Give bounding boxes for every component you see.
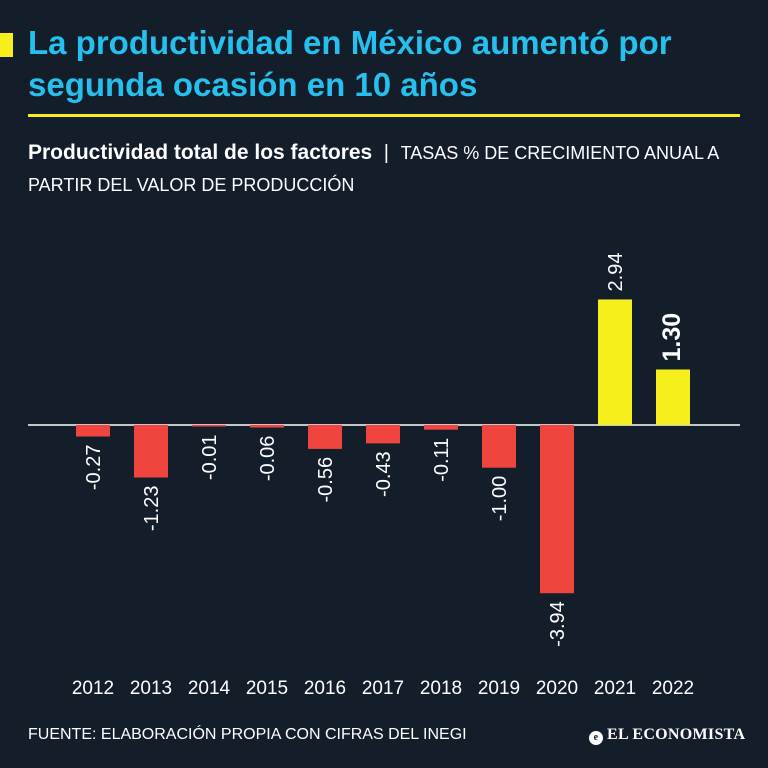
headline-title: La productividad en México aumentó por s… <box>28 24 672 103</box>
logo-text: EL ECONOMISTA <box>607 726 746 743</box>
x-tick-2017: 2017 <box>362 678 404 699</box>
value-label-2016: -0.56 <box>315 457 337 503</box>
value-label-2022: 1.30 <box>658 313 686 362</box>
x-tick-2016: 2016 <box>304 678 346 699</box>
headline-divider <box>28 114 740 117</box>
bar-2020 <box>540 425 574 594</box>
bar-2018 <box>424 425 458 430</box>
bar-2014 <box>192 425 226 427</box>
x-tick-2014: 2014 <box>188 678 231 699</box>
x-tick-2015: 2015 <box>246 678 288 699</box>
subtitle-separator: | <box>383 142 389 164</box>
bar-2021 <box>598 299 632 425</box>
bar-2012 <box>76 425 110 437</box>
chart-subtitle: Productividad total de los factores | TA… <box>28 137 748 201</box>
value-label-2018: -0.11 <box>431 438 453 482</box>
x-tick-2020: 2020 <box>536 678 578 699</box>
value-label-2014: -0.01 <box>199 435 221 481</box>
value-label-2012: -0.27 <box>83 445 105 491</box>
value-label-2017: -0.43 <box>373 451 395 497</box>
bar-2017 <box>366 425 400 444</box>
bar-2015 <box>250 425 284 428</box>
x-tick-2019: 2019 <box>478 678 520 699</box>
x-tick-2018: 2018 <box>420 678 462 699</box>
value-label-2013: -1.23 <box>141 486 163 532</box>
value-label-2021: 2.94 <box>605 253 627 292</box>
value-label-2020: -3.94 <box>547 601 569 647</box>
bar-2019 <box>482 425 516 468</box>
subtitle-main: Productividad total de los factores <box>28 141 373 164</box>
subtitle-detail: TASAS % DE CRECIMIENTO ANUAL A PARTIR DE… <box>28 143 719 195</box>
bar-2016 <box>308 425 342 449</box>
source-note: FUENTE: ELABORACIÓN PROPIA CON CIFRAS DE… <box>28 726 467 743</box>
x-tick-2022: 2022 <box>652 678 694 699</box>
x-tick-2021: 2021 <box>594 678 636 699</box>
accent-square <box>0 33 13 57</box>
value-label-2019: -1.00 <box>489 476 511 522</box>
bar-2013 <box>134 425 168 478</box>
x-tick-2012: 2012 <box>72 678 114 699</box>
x-tick-2013: 2013 <box>130 678 172 699</box>
logo-mark-icon: e <box>589 731 603 745</box>
bar-2022 <box>656 369 690 425</box>
value-label-2015: -0.06 <box>257 436 279 482</box>
bar-chart: -0.27 2012 -1.23 2013 -0.01 2014 -0.06 2015 -0.5… <box>28 253 740 699</box>
publisher-logo: e EL ECONOMISTA <box>589 724 745 746</box>
